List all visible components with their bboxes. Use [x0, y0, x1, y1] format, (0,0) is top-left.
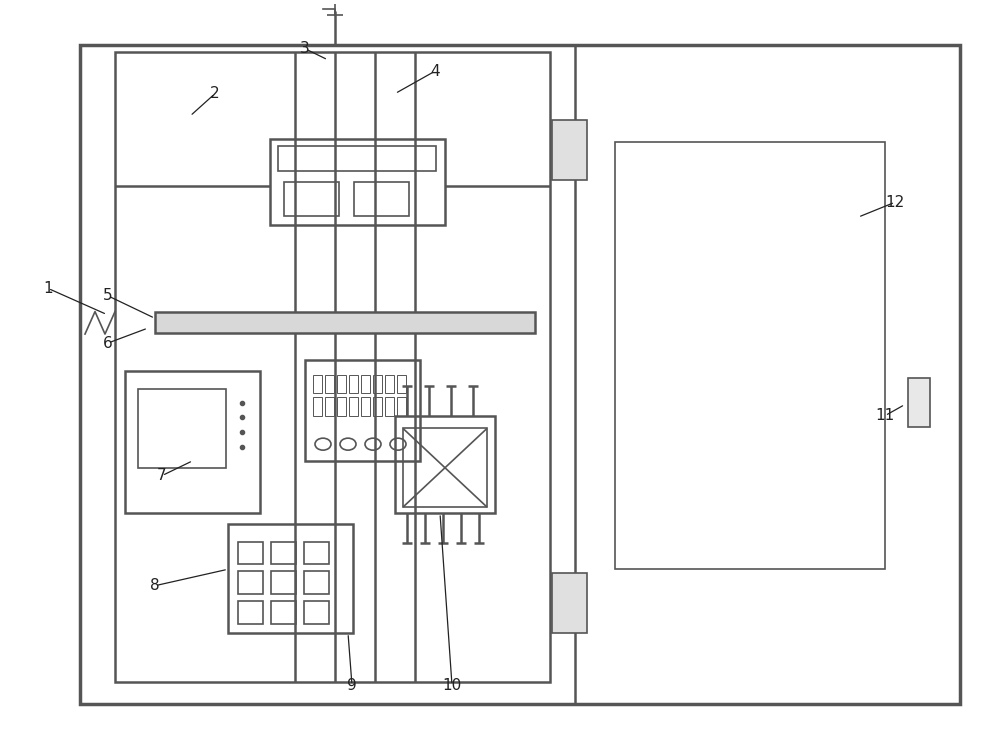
Bar — [908, 378, 930, 427]
Bar — [395, 416, 495, 513]
Text: 2: 2 — [210, 86, 220, 101]
Bar — [238, 542, 263, 564]
Bar — [304, 571, 329, 594]
Text: 8: 8 — [150, 578, 160, 593]
Bar — [361, 374, 370, 393]
Bar — [349, 374, 358, 393]
Bar — [349, 397, 358, 416]
Bar — [313, 374, 322, 393]
Bar — [325, 374, 334, 393]
Bar — [385, 374, 394, 393]
Text: 9: 9 — [347, 678, 357, 693]
Text: 10: 10 — [442, 678, 462, 693]
Text: 7: 7 — [157, 468, 167, 483]
Bar — [80, 45, 960, 704]
Bar — [238, 601, 263, 624]
Text: 3: 3 — [300, 41, 310, 56]
Bar — [228, 524, 353, 633]
Bar — [138, 389, 226, 468]
Bar — [397, 374, 406, 393]
Text: 6: 6 — [103, 336, 113, 351]
Bar — [271, 542, 296, 564]
Bar — [552, 573, 587, 633]
Bar — [278, 146, 436, 171]
Text: 11: 11 — [875, 408, 895, 423]
Bar — [361, 397, 370, 416]
Bar — [238, 571, 263, 594]
Bar — [385, 397, 394, 416]
Bar — [373, 397, 382, 416]
Text: 12: 12 — [885, 195, 905, 210]
Bar — [403, 428, 487, 507]
Text: 4: 4 — [430, 64, 440, 79]
Bar — [337, 374, 346, 393]
Bar — [155, 312, 535, 333]
Bar — [354, 182, 409, 216]
Bar — [325, 397, 334, 416]
Bar — [615, 142, 885, 569]
Bar — [115, 52, 550, 682]
Bar — [271, 601, 296, 624]
Bar — [373, 374, 382, 393]
Bar — [337, 397, 346, 416]
Text: 1: 1 — [43, 281, 53, 296]
Text: 5: 5 — [103, 288, 113, 303]
Bar — [125, 371, 260, 513]
Bar — [271, 571, 296, 594]
Bar — [305, 360, 420, 461]
Bar — [270, 139, 445, 225]
Bar — [313, 397, 322, 416]
Bar — [304, 542, 329, 564]
Bar — [304, 601, 329, 624]
Bar — [397, 397, 406, 416]
Bar — [552, 120, 587, 180]
Bar — [284, 182, 339, 216]
